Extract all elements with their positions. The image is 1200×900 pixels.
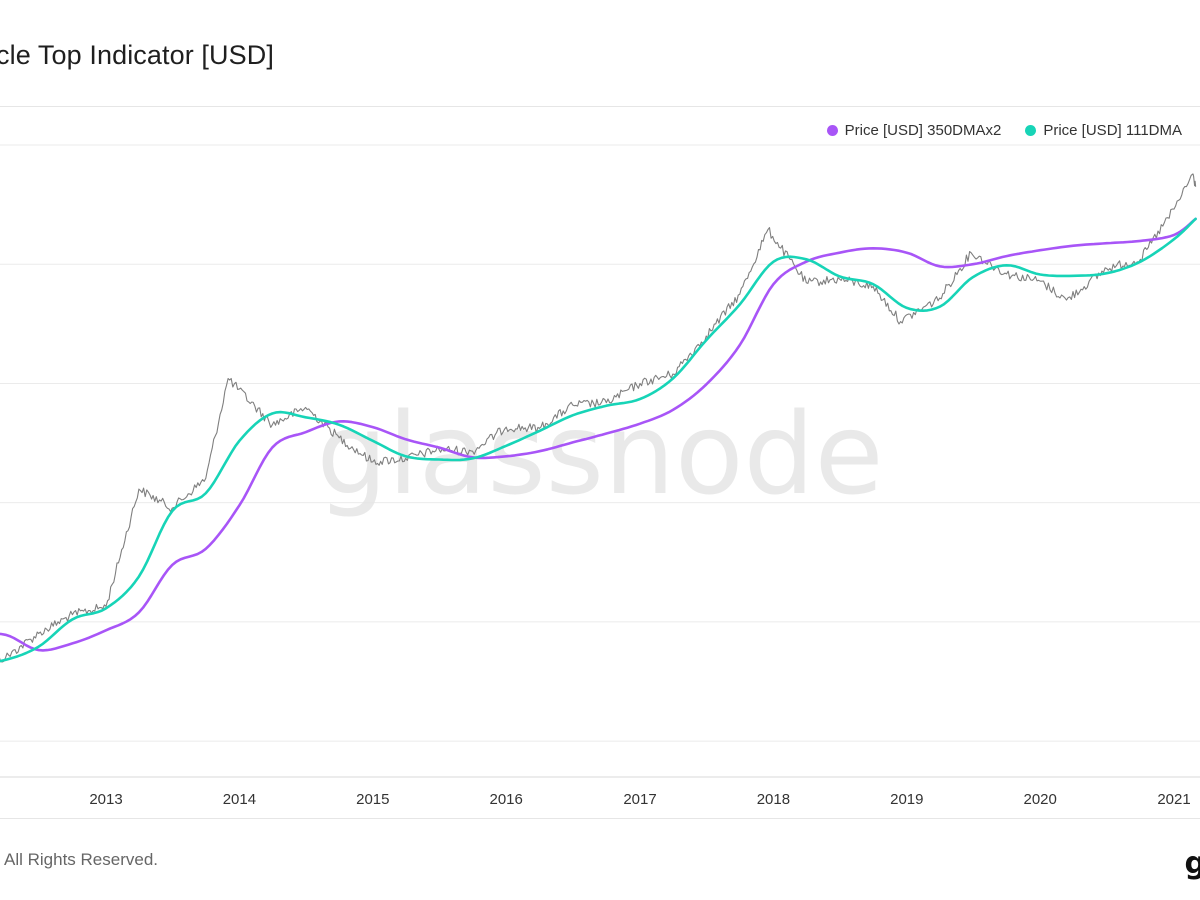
x-tick-label: 2020: [1024, 791, 1057, 808]
legend-label: Price [USD] 111DMA: [1043, 122, 1182, 139]
glassnode-corner-logo: g: [1184, 846, 1200, 881]
x-tick-label: 2013: [89, 791, 122, 808]
legend-item-350dmax2[interactable]: Price [USD] 350DMAx2: [826, 122, 1002, 139]
x-tick-label: 2015: [356, 791, 389, 808]
footer-divider: [0, 818, 1200, 819]
chart-series: [0, 173, 1197, 663]
x-tick-label: 2021: [1157, 791, 1190, 808]
legend-label: Price [USD] 350DMAx2: [844, 122, 1002, 139]
x-tick-label: 2014: [223, 791, 256, 808]
x-axis: 2013 2014 2015 2016 2017 2018 2019 2020 2021: [89, 791, 1190, 808]
x-tick-label: 2016: [490, 791, 523, 808]
series-line-350dmax2: [0, 217, 1197, 652]
legend-item-111dma[interactable]: Price [USD] 111DMA: [1025, 122, 1182, 139]
chart-legend: Price [USD] 350DMAx2 Price [USD] 111DMA: [826, 122, 1182, 139]
watermark-logo: glassnode: [316, 390, 883, 520]
legend-marker-dot: [826, 125, 838, 136]
chart-grid: [0, 144, 1200, 778]
page-title: cle Top Indicator [USD]: [0, 40, 274, 70]
x-tick-label: 2017: [623, 791, 656, 808]
x-tick-label: 2019: [890, 791, 923, 808]
legend-marker-dot: [1025, 125, 1037, 136]
copyright-text: All Rights Reserved.: [4, 850, 159, 869]
header-divider: [0, 106, 1200, 107]
series-line-111dma: [0, 217, 1197, 663]
x-tick-label: 2018: [757, 791, 790, 808]
